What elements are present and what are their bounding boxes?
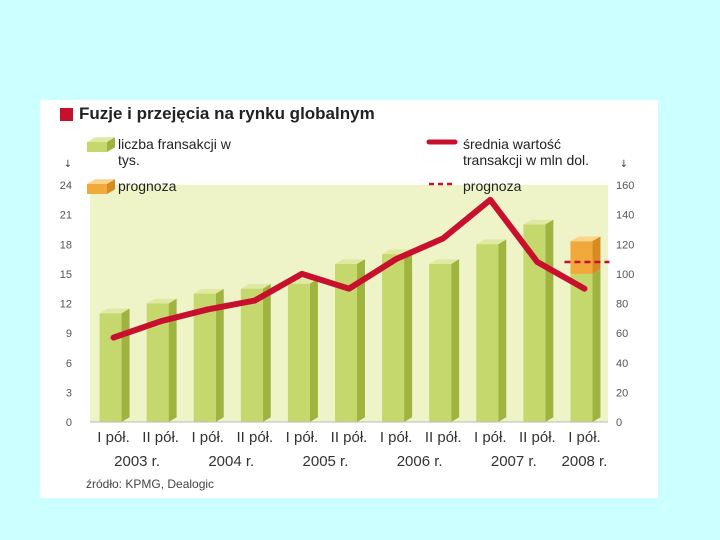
bar-side (498, 239, 507, 422)
legend-line-label: średnia wartość transakcji w mln dol. (463, 136, 590, 168)
chart: ↓ ↓ 0 3 6 9 12 15 18 21 24 0 20 40 60 80 100 120 140 160 I p… (60, 137, 634, 470)
bar (570, 273, 593, 422)
bar (429, 264, 452, 422)
bar-top (99, 308, 130, 314)
chart-title-text: Fuzje i przejęcia na rynku globalnym (79, 104, 375, 123)
bar-top (429, 259, 460, 264)
forecast-bar-side (592, 236, 601, 274)
forecast-bar-top (570, 236, 601, 242)
legend-forecast-swatch-side (107, 179, 115, 194)
right-tick-label: 120 (616, 239, 634, 251)
bar (476, 244, 499, 422)
bar (240, 288, 263, 422)
bar-top (476, 239, 507, 245)
bar-side (357, 259, 365, 422)
average-value-line (110, 196, 588, 341)
left-tick-label: 21 (60, 210, 72, 222)
left-tick-label: 18 (60, 239, 72, 251)
left-tick-label: 0 (66, 417, 72, 429)
category-label: I pół. (191, 429, 224, 446)
right-tick-label: 0 (616, 417, 622, 429)
legend-forecast-swatch-top (87, 179, 115, 184)
legend-forecast-bar-label: prognoza (118, 178, 177, 194)
legend-bar-swatch (87, 142, 107, 152)
category-label: II pół. (425, 429, 462, 446)
category-label: I pół. (474, 429, 507, 446)
bar-side (215, 288, 224, 422)
left-tick-label: 9 (66, 328, 72, 340)
left-tick-label: 15 (60, 269, 72, 281)
category-label: I pół. (568, 429, 601, 446)
year-label: 2006 r. (397, 453, 443, 470)
year-label: 2003 r. (114, 453, 160, 470)
category-label: II pół. (236, 429, 273, 446)
category-label: II pół. (519, 429, 556, 446)
category-label: II pół. (142, 429, 179, 446)
right-tick-label: 20 (616, 387, 628, 399)
bar-side (545, 219, 554, 422)
bar-side (404, 249, 413, 422)
right-tick-label: 160 (616, 180, 634, 192)
bar-side (121, 308, 130, 422)
left-tick-label: 12 (60, 299, 72, 311)
bar-top (146, 298, 177, 304)
title-marker-icon (60, 107, 73, 121)
left-tick-label: 3 (66, 387, 72, 399)
left-tick-label: 6 (66, 358, 72, 370)
bar-top (523, 219, 554, 225)
bar (287, 283, 310, 422)
bar-side (451, 259, 460, 422)
bar (146, 303, 169, 422)
right-tick-label: 140 (616, 210, 634, 222)
bar-side (592, 269, 601, 422)
bar-top (193, 288, 224, 294)
bar-top (335, 259, 365, 264)
forecast-bar (570, 241, 593, 274)
year-label: 2004 r. (208, 453, 254, 470)
right-tick-label: 100 (616, 269, 634, 281)
category-label: II pół. (331, 429, 368, 446)
legend-bar-swatch-side (107, 137, 115, 152)
right-tick-label: 80 (616, 299, 628, 311)
year-label: 2008 r. (562, 453, 608, 470)
bar-top (240, 283, 271, 289)
source-note: źródło: KPMG, Dealogic (86, 477, 215, 491)
chart-panel: ↓ ↓ 0 3 6 9 12 15 18 21 24 0 20 40 60 80 100 120 140 160 I p… (40, 100, 658, 498)
bar (382, 254, 405, 422)
bar-side (309, 278, 318, 422)
bar (99, 313, 122, 422)
bar (193, 293, 216, 422)
legend-forecast-swatch (87, 184, 107, 194)
bar-side (168, 298, 177, 422)
year-label: 2007 r. (491, 453, 537, 470)
legend-bar-swatch-top (87, 137, 115, 142)
bar (335, 264, 357, 422)
year-label: 2005 r. (303, 453, 349, 470)
legend-bars-label: liczba fransakcji w tys. (118, 136, 231, 168)
category-label: I pół. (97, 429, 130, 446)
category-label: I pół. (380, 429, 413, 446)
bar (523, 224, 546, 422)
legend-forecast-line-label: prognoza (463, 178, 522, 194)
bar-side (262, 283, 271, 422)
right-axis-arrow-icon: ↓ (620, 159, 628, 170)
chart-title: Fuzje i przejęcia na rynku globalnym (60, 104, 375, 124)
category-label: I pół. (286, 429, 319, 446)
right-tick-label: 60 (616, 328, 628, 340)
right-tick-label: 40 (616, 358, 628, 370)
left-axis-arrow-icon: ↓ (64, 159, 72, 170)
left-tick-label: 24 (60, 180, 72, 192)
